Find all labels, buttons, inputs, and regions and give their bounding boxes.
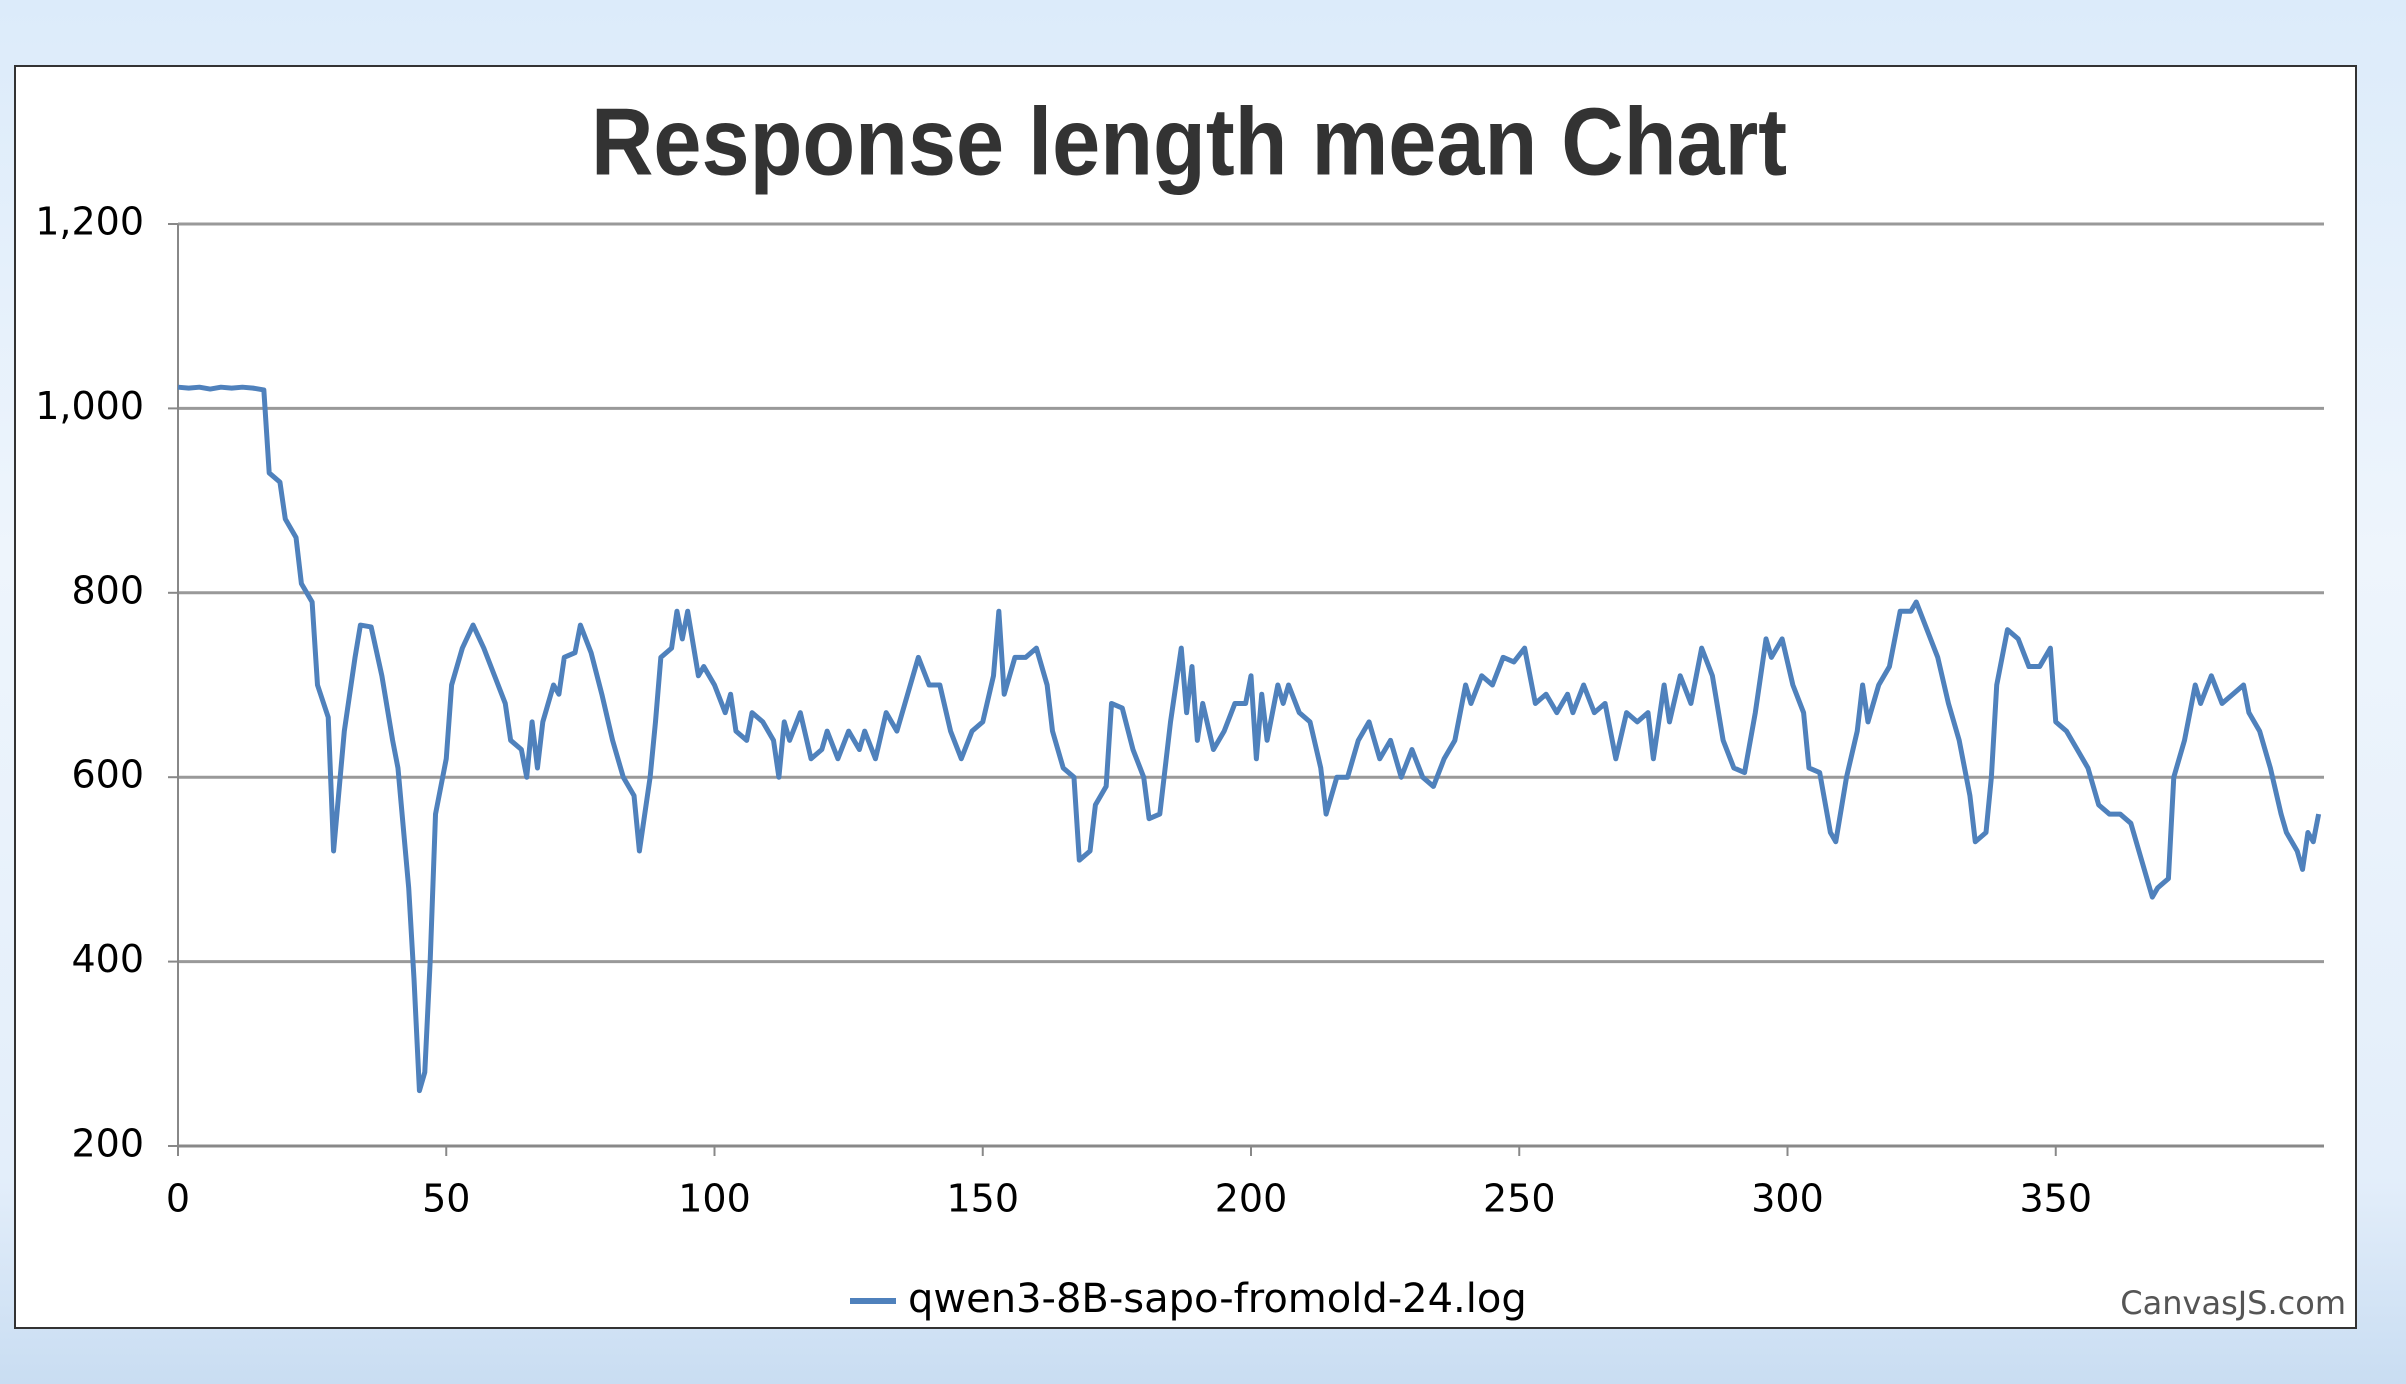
- x-tick-label: 50: [422, 1177, 470, 1221]
- y-tick-label: 1,000: [35, 384, 144, 428]
- data-line: [177, 384, 2322, 1094]
- y-tick-label: 200: [71, 1122, 144, 1166]
- x-tick-label: 200: [1215, 1177, 1288, 1221]
- y-tick-label: 600: [71, 753, 144, 797]
- x-tick-label: 350: [2019, 1177, 2092, 1221]
- y-tick-label: 800: [71, 568, 144, 612]
- chart-title: Response length mean Chart: [591, 88, 1787, 195]
- x-tick-label: 150: [946, 1177, 1019, 1221]
- y-tick-label: 1,200: [35, 200, 144, 244]
- credit[interactable]: CanvasJS.com: [2120, 1284, 2346, 1322]
- y-tick-label: 400: [71, 937, 144, 981]
- x-tick-label: 0: [166, 1177, 190, 1221]
- x-tick-label: 250: [1483, 1177, 1556, 1221]
- x-tick-label: 300: [1751, 1177, 1824, 1221]
- legend-label[interactable]: qwen3-8B-sapo-fromold-24.log: [908, 1276, 1527, 1322]
- x-tick-label: 100: [678, 1177, 751, 1221]
